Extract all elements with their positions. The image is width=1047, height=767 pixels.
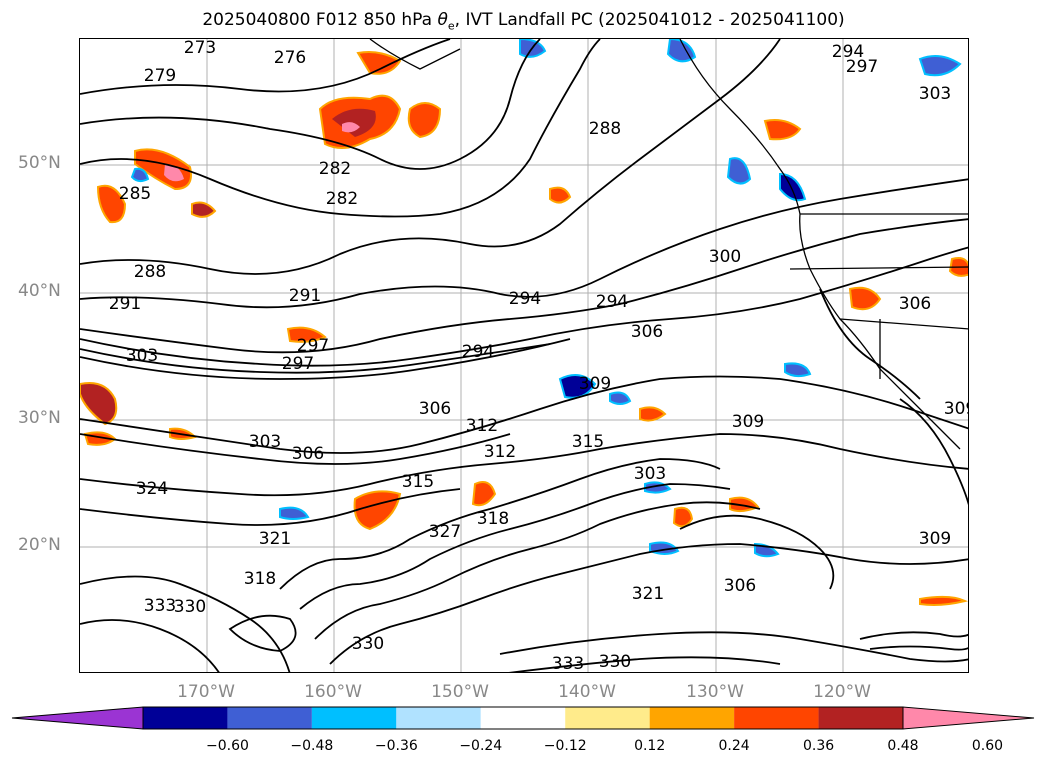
- lat-label-20n: 20°N: [18, 535, 61, 555]
- contour-label: 333: [552, 654, 584, 673]
- contour-label: 330: [352, 634, 384, 654]
- contour-label: 300: [709, 247, 741, 267]
- contour-label: 330: [174, 597, 206, 617]
- contour-label: 327: [429, 522, 461, 542]
- contour-label: 303: [634, 464, 666, 484]
- colorbar-tick-label: 0.12: [634, 738, 666, 754]
- lon-label-120w: 120°W: [813, 682, 871, 702]
- contour-label: 312: [466, 416, 498, 436]
- colorbar-segment: [565, 707, 650, 729]
- colorbar-extend-max: [902, 706, 1035, 730]
- colorbar-segment: [649, 707, 735, 729]
- contour-label: 288: [134, 262, 166, 282]
- lon-label-140w: 140°W: [558, 682, 616, 702]
- colorbar-outline: [142, 706, 904, 730]
- colorbar-tick-label: −0.48: [290, 738, 334, 754]
- contour-label: 291: [109, 294, 141, 314]
- contour-label: 321: [632, 584, 664, 604]
- lon-label-150w: 150°W: [431, 682, 489, 702]
- contour-label: 288: [589, 119, 621, 139]
- contour-label: 306: [292, 444, 324, 464]
- contour-label: 309: [579, 374, 611, 394]
- contour-label: 306: [631, 322, 663, 342]
- contour-label: 324: [136, 479, 168, 499]
- contour-label: 294: [462, 342, 494, 362]
- lon-label-130w: 130°W: [686, 682, 744, 702]
- shaded-negative: [130, 39, 962, 558]
- colorbar-tick-label: −0.60: [205, 738, 249, 754]
- contour-label: 282: [319, 159, 351, 179]
- contour-label: 294: [832, 42, 864, 62]
- colorbar-segment: [396, 707, 481, 729]
- colorbar-tick-label: 0.60: [971, 738, 1004, 754]
- contour-label: 309: [944, 399, 969, 419]
- contour-label: 330: [599, 652, 631, 672]
- contour-label: 291: [289, 286, 321, 306]
- colorbar-segment: [734, 707, 819, 729]
- colorbar-extend-min: [11, 706, 144, 730]
- title-suffix: , IVT Landfall PC (2025041012 - 20250411…: [454, 10, 845, 30]
- contour-label: 303: [126, 346, 158, 366]
- colorbar-segment: [818, 707, 903, 729]
- contour-label: 306: [899, 294, 931, 314]
- title-theta-subscript: e: [447, 19, 455, 33]
- colorbar-tick-label: −0.24: [459, 738, 503, 754]
- contour-label: 309: [732, 412, 764, 432]
- map-panel: 273 276 279 285 282 282 288 291 291 294 …: [79, 38, 969, 673]
- lon-label-170w: 170°W: [177, 682, 235, 702]
- contour-label: 315: [402, 472, 434, 492]
- colorbar-tick-label: 0.24: [718, 738, 750, 754]
- contour-label: 309: [919, 529, 951, 549]
- contour-label: 303: [919, 84, 951, 104]
- contour-label: 294: [509, 289, 541, 309]
- theta-e-contours: [80, 39, 968, 672]
- colorbar-segments: [11, 706, 1035, 730]
- colorbar-segment: [143, 707, 228, 729]
- contour-label: 312: [484, 442, 516, 462]
- coastlines: [369, 39, 968, 450]
- colorbar-segment: [480, 707, 566, 729]
- colorbar-tick-label: −0.12: [543, 738, 587, 754]
- colorbar-tick-label: 0.36: [802, 738, 835, 754]
- contour-label: 279: [144, 66, 176, 86]
- figure-title: 2025040800 F012 850 hPa θe, IVT Landfall…: [0, 10, 1047, 32]
- lat-label-50n: 50°N: [18, 153, 61, 173]
- colorbar: [11, 706, 1035, 730]
- map-canvas: 273 276 279 285 282 282 288 291 291 294 …: [80, 39, 969, 673]
- title-prefix: 2025040800 F012 850 hPa: [202, 10, 438, 30]
- contour-label: 282: [326, 189, 358, 209]
- contour-label: 318: [477, 509, 509, 529]
- contour-label: 303: [249, 432, 281, 452]
- contour-label: 294: [596, 292, 628, 312]
- contour-label: 276: [274, 48, 306, 68]
- colorbar-segment: [311, 707, 397, 729]
- contour-label-group: 273 276 279 285 282 282 288 291 291 294 …: [109, 39, 969, 673]
- contour-label: 306: [724, 576, 756, 596]
- lat-label-40n: 40°N: [18, 281, 61, 301]
- contour-label: 297: [282, 354, 314, 374]
- lon-label-160w: 160°W: [304, 682, 362, 702]
- contour-label: 297: [846, 57, 878, 77]
- contour-label: 321: [259, 529, 291, 549]
- contour-label: 315: [572, 432, 604, 452]
- contour-label: 285: [119, 184, 151, 204]
- contour-label: 333: [144, 596, 176, 616]
- contour-label: 318: [244, 569, 276, 589]
- title-theta: θ: [437, 10, 448, 30]
- colorbar-tick-label: −0.36: [374, 738, 418, 754]
- colorbar-tick-label: 0.48: [887, 738, 919, 754]
- colorbar-segment: [227, 707, 312, 729]
- contour-label: 297: [297, 336, 329, 356]
- contour-label: 273: [184, 39, 216, 58]
- graticule: [80, 39, 968, 672]
- lat-label-30n: 30°N: [18, 408, 61, 428]
- contour-label: 306: [419, 399, 451, 419]
